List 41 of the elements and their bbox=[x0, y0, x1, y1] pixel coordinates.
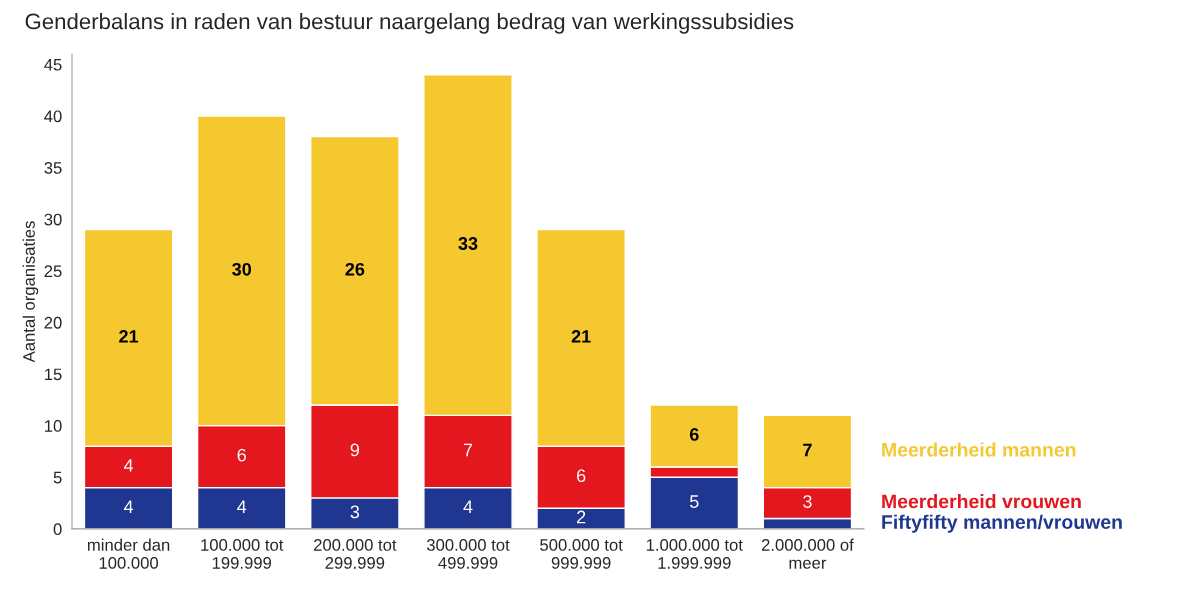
data-label: 5 bbox=[689, 495, 699, 508]
series-label: Fiftyfifty mannen/vrouwen bbox=[882, 514, 1122, 533]
data-label: 4 bbox=[123, 459, 134, 472]
x-tick-label: 100.000 tot 199.999 bbox=[201, 539, 284, 569]
data-label: 4 bbox=[463, 500, 473, 513]
x-tick-label: 500.000 tot 999.999 bbox=[540, 539, 623, 569]
x-tick-label: 300.000 tot 499.999 bbox=[426, 539, 510, 569]
data-label: 21 bbox=[119, 329, 139, 343]
data-label: 7 bbox=[463, 443, 473, 457]
data-label: 7 bbox=[803, 443, 812, 457]
data-label: 33 bbox=[458, 237, 478, 250]
y-tick-label: 20 bbox=[44, 316, 62, 329]
data-label: 6 bbox=[237, 448, 246, 462]
data-label: 6 bbox=[577, 469, 586, 483]
data-label: 21 bbox=[571, 329, 591, 343]
data-label: 9 bbox=[350, 443, 360, 457]
data-label: 4 bbox=[237, 500, 247, 513]
y-tick-label: 30 bbox=[44, 213, 62, 226]
y-tick-label: 40 bbox=[44, 110, 62, 123]
data-label: 2 bbox=[577, 510, 586, 524]
y-tick-label: 25 bbox=[44, 265, 62, 278]
series-label: Meerderheid mannen bbox=[882, 442, 1076, 457]
y-axis-title: Aantal organisaties bbox=[22, 221, 39, 363]
y-tick-label: 15 bbox=[45, 368, 62, 381]
y-tick-label: 10 bbox=[45, 420, 62, 432]
data-label: 26 bbox=[345, 262, 365, 276]
y-tick-label: 45 bbox=[44, 58, 62, 71]
series-label: Meerderheid vrouwen bbox=[882, 494, 1081, 509]
y-tick-label: 35 bbox=[44, 162, 62, 174]
data-label: 30 bbox=[232, 262, 252, 276]
x-tick-label: 1.000.000 tot 1.999.999 bbox=[646, 539, 743, 569]
chart-title: Genderbalans in raden van bestuur naargelang bedrag van werkingssubsidies bbox=[25, 12, 794, 34]
x-tick-label: 2.000.000 of meer bbox=[761, 538, 854, 569]
data-label: 3 bbox=[350, 505, 360, 519]
data-label: 6 bbox=[689, 428, 699, 441]
data-label: 4 bbox=[123, 500, 134, 513]
data-label: 3 bbox=[803, 495, 812, 508]
y-tick-label: 0 bbox=[53, 523, 62, 536]
y-tick-label: 5 bbox=[53, 471, 62, 484]
x-tick-label: 200.000 tot 299.999 bbox=[314, 539, 397, 569]
x-tick-label: minder dan 100.000 bbox=[87, 538, 170, 569]
